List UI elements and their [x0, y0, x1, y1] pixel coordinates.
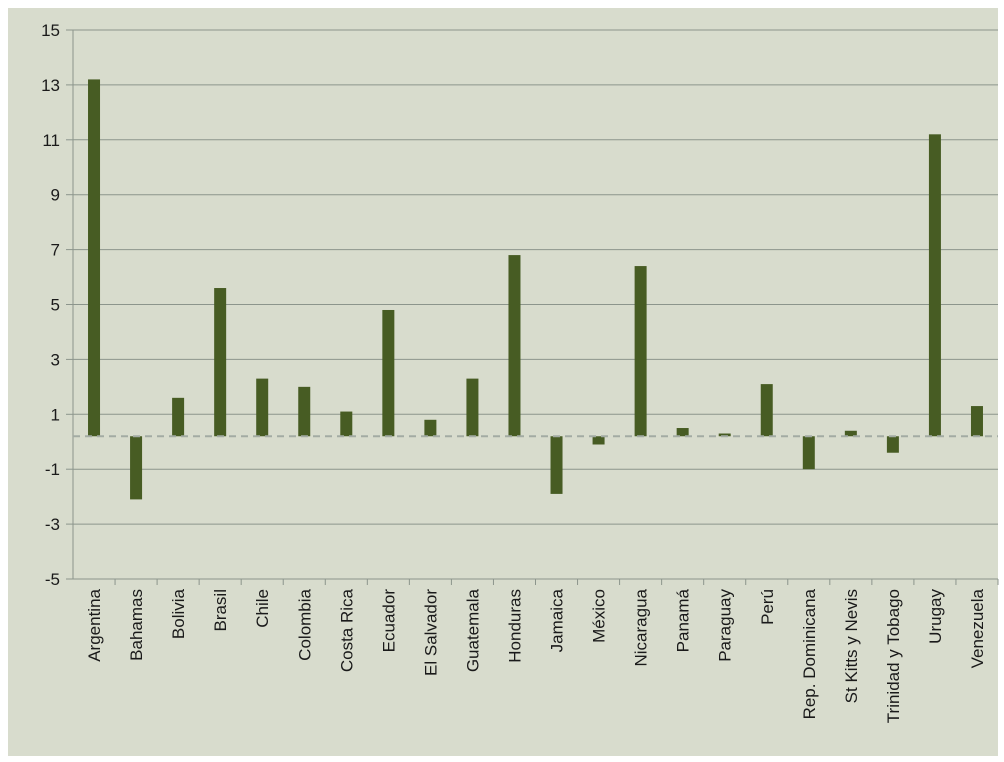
y-tick-label: 7	[51, 241, 60, 260]
bar-brasil	[214, 288, 227, 437]
x-tick-label: Rep. Dominicana	[800, 588, 819, 719]
bars	[88, 79, 983, 500]
bar-venezuela	[970, 406, 983, 437]
bar-m-xico	[592, 436, 605, 445]
bar-el-salvador	[424, 419, 437, 437]
y-tick-label: 3	[51, 350, 60, 369]
x-tick-label: Nicaragua	[632, 588, 651, 666]
x-tick-label: Venezuela	[968, 588, 987, 668]
y-tick-labels: 15 13 11 9 7 5 3 1 -1 -3 -5	[41, 21, 60, 589]
bar-st-kitts-y-nevis	[844, 430, 857, 437]
x-tick-label: Brasil	[211, 589, 230, 632]
y-tick-label: -5	[45, 570, 60, 589]
y-tick-label: -1	[45, 460, 60, 479]
bar-rep-dominicana	[802, 436, 815, 470]
axes	[66, 29, 999, 585]
bar-ecuador	[382, 309, 395, 437]
x-tick-label: Costa Rica	[337, 588, 356, 672]
y-tick-label: 5	[51, 296, 60, 315]
x-tick-label: Colombia	[295, 588, 314, 660]
bar-bolivia	[172, 397, 185, 437]
bar-costa-rica	[340, 411, 353, 437]
bar-colombia	[298, 386, 311, 437]
bar-guatemala	[466, 378, 479, 437]
bar-trinidad-y-tobago	[886, 436, 899, 453]
bar-honduras	[508, 255, 521, 437]
x-tick-label: Perú	[758, 589, 777, 625]
x-tick-label: México	[590, 589, 609, 643]
x-tick-label: Bolivia	[169, 588, 188, 639]
bar-paraguay	[718, 433, 731, 437]
bar-panam-	[676, 428, 689, 437]
bar-chile	[256, 378, 269, 437]
x-tick-label: Panamá	[674, 588, 693, 652]
bar-per-	[760, 384, 773, 437]
bar-urugay	[928, 134, 941, 437]
x-tick-label: Paraguay	[716, 589, 735, 662]
y-tick-label: -3	[45, 515, 60, 534]
x-tick-labels: Argentina Bahamas Bolivia Brasil Chile Colomb…	[85, 588, 987, 723]
x-tick-label: Jamaica	[548, 588, 567, 652]
y-tick-label: 11	[42, 131, 60, 150]
x-tick-label: El Salvador	[421, 589, 440, 676]
y-tick-label: 1	[51, 405, 60, 424]
x-tick-label: St Kitts y Nevis	[842, 589, 861, 703]
y-tick-label: 9	[51, 186, 60, 205]
y-tick-label: 15	[41, 21, 60, 40]
x-tick-label: Chile	[253, 589, 272, 628]
x-tick-label: Guatemala	[463, 588, 482, 672]
x-tick-label: Honduras	[505, 589, 524, 663]
x-tick-label: Ecuador	[379, 589, 398, 653]
x-tick-label: Bahamas	[127, 589, 146, 661]
bar-argentina	[88, 79, 101, 437]
bar-jamaica	[550, 436, 563, 494]
chart-background	[8, 8, 998, 756]
x-tick-label: Argentina	[85, 588, 104, 661]
x-tick-label: Trinidad y Tobago	[884, 589, 903, 723]
bar-nicaragua	[634, 266, 647, 437]
y-tick-label: 13	[41, 76, 60, 95]
x-tick-label: Urugay	[926, 589, 945, 644]
gridlines	[73, 29, 998, 580]
bar-bahamas	[130, 436, 143, 500]
